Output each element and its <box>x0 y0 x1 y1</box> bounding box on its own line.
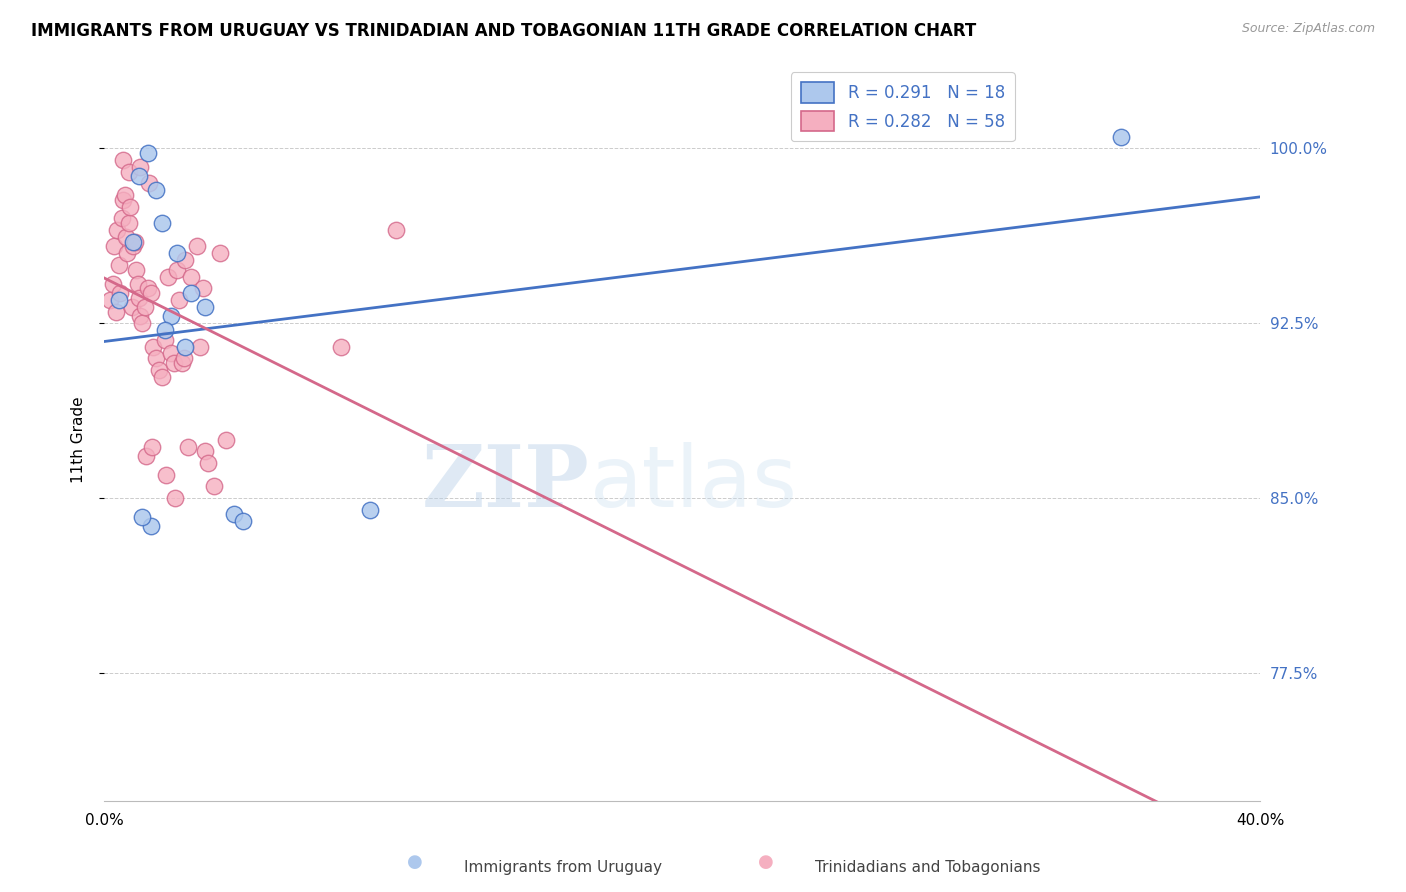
Point <box>153 323 176 337</box>
Point <box>1111 129 1133 144</box>
Text: ●: ● <box>406 853 423 871</box>
Point <box>188 339 211 353</box>
Point <box>155 467 177 482</box>
Point <box>150 369 173 384</box>
Point <box>166 262 188 277</box>
Point <box>108 285 131 300</box>
Point <box>120 200 142 214</box>
Point <box>121 300 143 314</box>
Point <box>148 363 170 377</box>
Point <box>131 316 153 330</box>
Point <box>174 339 197 353</box>
Point <box>191 281 214 295</box>
Point <box>103 239 125 253</box>
Point <box>153 333 176 347</box>
Y-axis label: 11th Grade: 11th Grade <box>72 396 86 483</box>
Point <box>197 456 219 470</box>
Point <box>111 211 134 226</box>
Point <box>128 291 150 305</box>
Text: ●: ● <box>758 853 775 871</box>
Point <box>128 169 150 184</box>
Point <box>214 433 236 447</box>
Point <box>145 183 167 197</box>
Point <box>224 508 246 522</box>
Point <box>165 491 187 505</box>
Point <box>125 262 148 277</box>
Text: Source: ZipAtlas.com: Source: ZipAtlas.com <box>1241 22 1375 36</box>
Point <box>156 269 179 284</box>
Point <box>101 277 124 291</box>
Point <box>150 216 173 230</box>
Point <box>124 235 146 249</box>
Point <box>173 351 195 366</box>
Point <box>159 346 181 360</box>
Point <box>98 293 121 307</box>
Point <box>135 449 157 463</box>
Point <box>359 502 381 516</box>
Point <box>162 356 184 370</box>
Point <box>180 285 202 300</box>
Point <box>141 440 163 454</box>
Point <box>117 246 139 260</box>
Point <box>136 146 159 161</box>
Point <box>118 216 141 230</box>
Text: Immigrants from Uruguay: Immigrants from Uruguay <box>464 860 662 874</box>
Point <box>129 160 152 174</box>
Point <box>107 258 129 272</box>
Point <box>129 309 152 323</box>
Point <box>136 281 159 295</box>
Text: atlas: atlas <box>589 442 797 524</box>
Point <box>166 246 188 260</box>
Point <box>169 293 191 307</box>
Point <box>142 339 165 353</box>
Point <box>131 509 153 524</box>
Point <box>145 351 167 366</box>
Point <box>139 519 162 533</box>
Point <box>194 444 217 458</box>
Point <box>385 223 408 237</box>
Point <box>180 269 202 284</box>
Point <box>115 230 138 244</box>
Point <box>139 285 162 300</box>
Text: ZIP: ZIP <box>422 442 589 525</box>
Point <box>118 164 141 178</box>
Point <box>208 246 231 260</box>
Point <box>232 514 254 528</box>
Point <box>114 188 136 202</box>
Point <box>112 153 135 167</box>
Point <box>122 239 145 253</box>
Point <box>105 223 128 237</box>
Point <box>177 440 200 454</box>
Point <box>122 235 145 249</box>
Point <box>134 300 156 314</box>
Text: IMMIGRANTS FROM URUGUAY VS TRINIDADIAN AND TOBAGONIAN 11TH GRADE CORRELATION CHA: IMMIGRANTS FROM URUGUAY VS TRINIDADIAN A… <box>31 22 976 40</box>
Point <box>194 300 217 314</box>
Text: Trinidadians and Tobagonians: Trinidadians and Tobagonians <box>815 860 1040 874</box>
Point <box>127 277 149 291</box>
Point <box>186 239 208 253</box>
Point <box>107 293 129 307</box>
Point <box>104 304 127 318</box>
Point <box>112 193 135 207</box>
Point <box>330 339 353 353</box>
Point <box>174 253 197 268</box>
Point <box>172 356 194 370</box>
Point <box>138 176 160 190</box>
Point <box>202 479 225 493</box>
Point <box>159 309 181 323</box>
Legend: R = 0.291   N = 18, R = 0.282   N = 58: R = 0.291 N = 18, R = 0.282 N = 58 <box>790 72 1015 141</box>
